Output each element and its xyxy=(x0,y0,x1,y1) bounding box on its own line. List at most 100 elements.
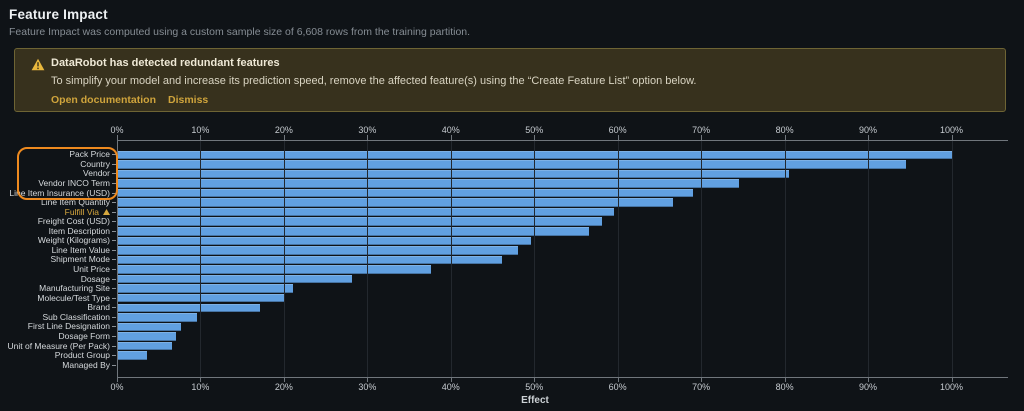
x-tick-label-bottom: 20% xyxy=(274,382,293,392)
redundant-warning-icon xyxy=(103,208,110,217)
x-tick-label-bottom: 80% xyxy=(775,382,794,392)
feature-row: Manufacturing Site xyxy=(0,284,952,294)
bar-area xyxy=(118,255,952,265)
dismiss-link[interactable]: Dismiss xyxy=(168,94,209,106)
axis-tick xyxy=(534,378,536,382)
axis-tick xyxy=(283,378,285,382)
feature-row: Pack Price xyxy=(0,150,952,160)
gridline xyxy=(283,141,285,377)
feature-label: Unit Price xyxy=(73,264,110,275)
feature-label: Pack Price xyxy=(69,149,110,160)
x-tick-label-bottom: 50% xyxy=(525,382,544,392)
y-tick xyxy=(112,355,116,357)
feature-row: Freight Cost (USD) xyxy=(0,217,952,227)
x-tick-label-bottom: 90% xyxy=(859,382,878,392)
bar-area xyxy=(118,179,952,189)
gridline xyxy=(534,141,536,377)
feature-label: Vendor xyxy=(83,168,110,179)
axis-tick xyxy=(701,378,703,382)
feature-bar[interactable] xyxy=(118,322,181,332)
x-tick-label-top: 100% xyxy=(939,125,964,135)
feature-row: Molecule/Test Type xyxy=(0,293,952,303)
x-tick-label-top: 80% xyxy=(775,125,794,135)
feature-label: Sub Classification xyxy=(42,311,110,322)
feature-row: Sub Classification xyxy=(0,311,952,323)
axis-tick xyxy=(200,378,202,382)
page-title: Feature Impact xyxy=(9,7,108,22)
feature-bar[interactable] xyxy=(118,198,673,207)
feature-bar[interactable] xyxy=(118,313,198,322)
feature-label: Item Description xyxy=(48,225,110,236)
redundant-features-banner: DataRobot has detected redundant feature… xyxy=(14,48,1006,112)
bar-area xyxy=(118,198,952,208)
feature-bar[interactable] xyxy=(118,169,790,179)
warning-triangle-icon xyxy=(31,58,45,76)
feature-bar[interactable] xyxy=(118,284,294,293)
y-tick xyxy=(112,345,116,347)
feature-bar[interactable] xyxy=(118,265,431,274)
feature-bar[interactable] xyxy=(118,255,502,265)
feature-label: Freight Cost (USD) xyxy=(37,216,110,227)
axis-tick xyxy=(117,135,118,140)
feature-row: Country xyxy=(0,159,952,170)
feature-bar[interactable] xyxy=(118,217,602,226)
y-tick xyxy=(112,230,116,232)
y-tick xyxy=(112,192,116,194)
feature-bar[interactable] xyxy=(118,351,148,360)
feature-label: Line Item Value xyxy=(51,244,110,255)
y-tick xyxy=(112,259,116,261)
feature-label: Line Item Quantity xyxy=(41,197,110,208)
feature-row: Line Item Insurance (USD) xyxy=(0,188,952,198)
feature-row: Dosage xyxy=(0,274,952,284)
feature-row: Product Group xyxy=(0,351,952,361)
feature-bar[interactable] xyxy=(118,341,173,351)
feature-bar[interactable] xyxy=(118,246,519,255)
x-tick-label-top: 0% xyxy=(110,125,124,135)
y-tick xyxy=(112,297,116,299)
bar-area xyxy=(118,332,952,342)
feature-bar[interactable] xyxy=(118,274,352,284)
axis-tick xyxy=(617,378,619,382)
feature-bar[interactable] xyxy=(118,303,260,313)
axis-tick xyxy=(951,378,953,382)
feature-bar[interactable] xyxy=(118,227,590,236)
feature-row: Managed By xyxy=(0,360,952,370)
feature-row: Item Description xyxy=(0,225,952,237)
feature-bar[interactable] xyxy=(118,207,615,217)
feature-bar[interactable] xyxy=(118,332,177,341)
feature-label: Weight (Kilograms) xyxy=(37,235,110,246)
feature-row: Unit of Measure (Per Pack) xyxy=(0,341,952,351)
x-tick-label-top: 20% xyxy=(274,125,293,135)
feature-bar[interactable] xyxy=(118,160,907,169)
axis-tick xyxy=(868,135,870,140)
open-documentation-link[interactable]: Open documentation xyxy=(51,94,156,106)
feature-row: Fulfill Via xyxy=(0,207,952,217)
bar-area xyxy=(118,284,952,294)
feature-label: Shipment Mode xyxy=(50,254,110,265)
axis-tick xyxy=(701,135,703,140)
feature-label: Fulfill Via xyxy=(0,207,110,217)
bar-area xyxy=(118,341,952,351)
axis-tick xyxy=(951,135,953,140)
bar-area xyxy=(118,188,952,198)
feature-row: Shipment Mode xyxy=(0,255,952,265)
axis-tick xyxy=(117,378,118,382)
y-tick xyxy=(112,202,116,204)
feature-row: First Line Designation xyxy=(0,322,952,332)
feature-row: Vendor xyxy=(0,169,952,179)
bar-area xyxy=(118,217,952,227)
x-tick-label-bottom: 30% xyxy=(358,382,377,392)
y-tick xyxy=(112,269,116,271)
x-axis-bottom-line xyxy=(117,377,1008,378)
y-tick xyxy=(112,154,116,156)
feature-bar[interactable] xyxy=(118,236,531,246)
axis-tick xyxy=(200,135,202,140)
x-tick-label-top: 90% xyxy=(859,125,878,135)
axis-tick xyxy=(367,378,369,382)
feature-bar[interactable] xyxy=(118,188,694,198)
feature-bar[interactable] xyxy=(118,179,740,188)
y-tick xyxy=(112,163,116,165)
y-tick xyxy=(112,221,116,223)
gridline xyxy=(450,141,452,377)
x-tick-label-bottom: 60% xyxy=(608,382,627,392)
